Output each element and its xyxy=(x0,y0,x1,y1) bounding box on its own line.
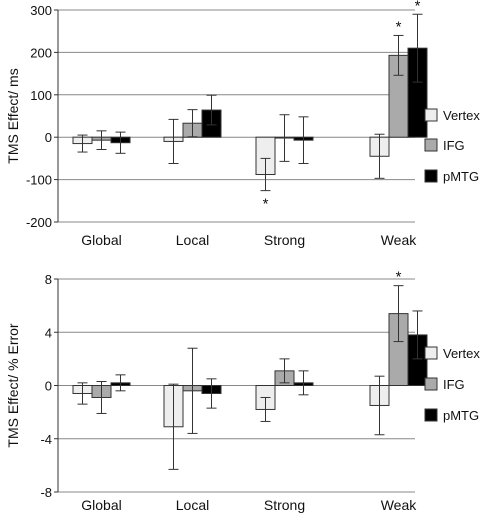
legend-swatch xyxy=(424,138,438,152)
y-tick-label: 4 xyxy=(45,325,52,340)
legend-label: pMTG xyxy=(443,408,479,423)
significance-marker: * xyxy=(396,269,402,286)
category-label: Strong xyxy=(264,232,305,248)
legend-label: IFG xyxy=(443,377,465,392)
legend-swatch xyxy=(424,169,438,183)
legend-swatch xyxy=(424,346,438,360)
y-tick-label: 0 xyxy=(45,130,52,145)
y-axis-label: TMS Effect/ ms xyxy=(5,68,21,163)
y-tick-label: 0 xyxy=(45,379,52,394)
legend-label: Vertex xyxy=(443,346,480,361)
category-label: Strong xyxy=(264,497,305,513)
category-label: Weak xyxy=(381,497,418,513)
category-label: Local xyxy=(176,232,209,248)
category-label: Local xyxy=(176,497,209,513)
category-label: Global xyxy=(81,497,121,513)
significance-marker: * xyxy=(415,0,421,14)
legend-label: IFG xyxy=(443,138,465,153)
y-tick-label: 300 xyxy=(30,3,52,18)
legend-swatch xyxy=(424,108,438,122)
y-tick-label: -200 xyxy=(26,215,52,230)
significance-marker: * xyxy=(396,18,402,35)
legend-swatch xyxy=(424,408,438,422)
legend-label: Vertex xyxy=(443,108,480,123)
significance-marker: * xyxy=(263,196,269,213)
y-tick-label: 8 xyxy=(45,272,52,287)
y-tick-label: 200 xyxy=(30,45,52,60)
chart-panel-2: -8 -4 0 4 8 TMS Effect/ % Error Global Local Str… xyxy=(5,269,480,513)
legend-label: pMTG xyxy=(443,169,479,184)
legend-swatch xyxy=(424,377,438,391)
chart-panel-1: -200 -100 0 100 200 300 TMS Effect/ ms Global Lo… xyxy=(5,0,480,248)
y-axis-label: TMS Effect/ % Error xyxy=(5,323,21,448)
category-label: Global xyxy=(81,232,121,248)
y-tick-label: 100 xyxy=(30,88,52,103)
category-label: Weak xyxy=(381,232,418,248)
y-tick-label: -4 xyxy=(40,432,52,447)
y-tick-label: -100 xyxy=(26,173,52,188)
y-tick-label: -8 xyxy=(40,485,52,500)
